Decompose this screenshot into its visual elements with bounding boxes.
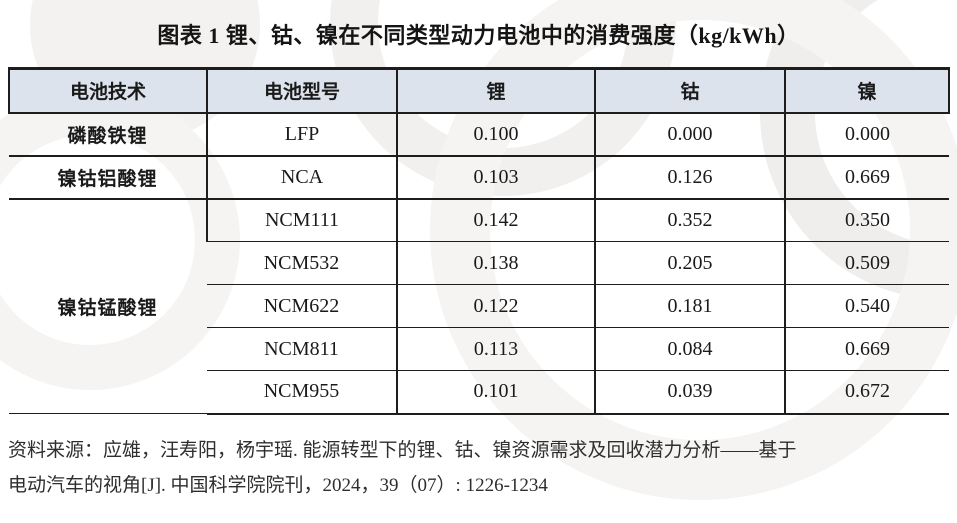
value-cell-co: 0.352 bbox=[594, 198, 785, 242]
value-cell-co: 0.205 bbox=[594, 241, 785, 285]
value-cell-co: 0.181 bbox=[594, 284, 785, 328]
header-cell-model: 电池型号 bbox=[206, 67, 398, 114]
source-line-2: 电动汽车的视角[J]. 中国科学院院刊，2024，39（07）: 1226-12… bbox=[8, 475, 548, 496]
value-cell-ni: 0.669 bbox=[784, 327, 949, 371]
value-cell-co: 0.084 bbox=[594, 327, 785, 371]
value-cell-co: 0.126 bbox=[594, 155, 785, 200]
tech-cell: 磷酸铁锂 bbox=[9, 112, 207, 157]
model-cell: LFP bbox=[206, 112, 397, 157]
model-cell: NCM111 bbox=[206, 198, 397, 242]
model-cell: NCA bbox=[206, 155, 397, 200]
page-title: 图表 1 锂、钴、镍在不同类型动力电池中的消费强度（kg/kWh） bbox=[157, 23, 800, 48]
model-cell: NCM622 bbox=[207, 284, 397, 328]
table-row: 磷酸铁锂 LFP 0.100 0.000 0.000 bbox=[9, 112, 949, 157]
model-cell: NCM532 bbox=[207, 241, 397, 285]
value-cell-li: 0.103 bbox=[396, 155, 595, 200]
value-cell-li: 0.142 bbox=[396, 198, 595, 242]
model-cell: NCM811 bbox=[207, 327, 397, 371]
value-cell-ni: 0.350 bbox=[784, 198, 949, 242]
header-cell-technology: 电池技术 bbox=[8, 67, 208, 114]
model-cell: NCM955 bbox=[207, 370, 397, 415]
header-cell-nickel: 镍 bbox=[784, 67, 950, 114]
header-cell-lithium: 锂 bbox=[396, 67, 596, 114]
value-cell-ni: 0.672 bbox=[784, 370, 949, 415]
value-cell-li: 0.100 bbox=[396, 112, 595, 157]
value-cell-ni: 0.509 bbox=[784, 241, 949, 285]
table-row: 镍钴铝酸锂 NCA 0.103 0.126 0.669 bbox=[9, 155, 949, 200]
value-cell-li: 0.101 bbox=[396, 370, 595, 415]
value-cell-li: 0.113 bbox=[396, 327, 595, 371]
tech-cell: 镍钴铝酸锂 bbox=[9, 155, 207, 200]
source-note: 资料来源：应雄，汪寿阳，杨宇瑶. 能源转型下的锂、钴、镍资源需求及回收潜力分析—… bbox=[8, 433, 950, 503]
value-cell-ni: 0.669 bbox=[784, 155, 949, 200]
value-cell-co: 0.000 bbox=[594, 112, 785, 157]
tech-cell: 镍钴锰酸锂 bbox=[9, 198, 207, 414]
value-cell-li: 0.138 bbox=[396, 241, 595, 285]
value-cell-ni: 0.540 bbox=[784, 284, 949, 328]
value-cell-li: 0.122 bbox=[396, 284, 595, 328]
table-row: 镍钴锰酸锂 NCM111 0.142 0.352 0.350 bbox=[9, 198, 949, 414]
table-header-row: 电池技术 电池型号 锂 钴 镍 bbox=[8, 67, 950, 114]
value-cell-ni: 0.000 bbox=[784, 112, 949, 157]
value-cell-co: 0.039 bbox=[594, 370, 785, 415]
header-cell-cobalt: 钴 bbox=[594, 67, 786, 114]
battery-consumption-table: 电池技术 电池型号 锂 钴 镍 磷酸铁锂 LFP 0.100 0.000 0.0… bbox=[8, 67, 950, 415]
source-line-1: 资料来源：应雄，汪寿阳，杨宇瑶. 能源转型下的锂、钴、镍资源需求及回收潜力分析—… bbox=[8, 440, 797, 461]
